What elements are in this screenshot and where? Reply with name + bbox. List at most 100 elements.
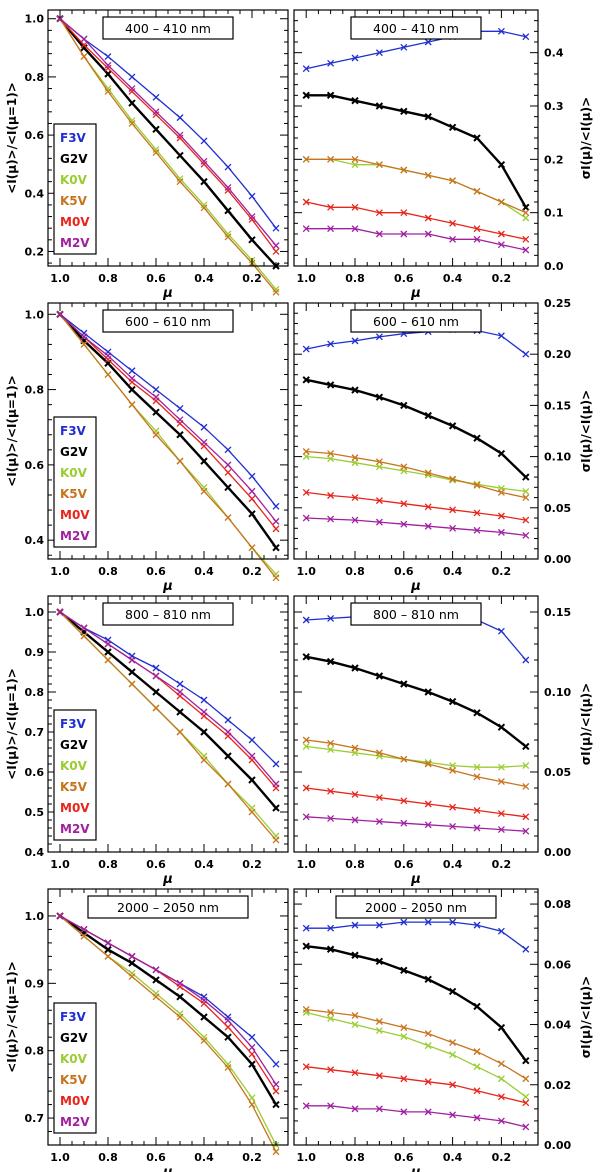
data-point [200, 157, 208, 165]
data-point [104, 640, 112, 648]
data-point [104, 85, 112, 93]
data-point [224, 446, 232, 454]
data-point [497, 927, 505, 935]
data-point [248, 510, 256, 518]
legend-entry-m2v: M2V [60, 1115, 90, 1129]
x-axis-title: μ [162, 872, 173, 887]
data-point [449, 506, 457, 514]
series-line [306, 201, 526, 240]
data-point [272, 242, 280, 250]
legend-entry-m0v: M0V [60, 1094, 90, 1108]
data-point [448, 987, 457, 996]
data-point [302, 376, 310, 384]
data-point [272, 1060, 280, 1068]
x-tick-label: 0.8 [98, 858, 118, 871]
data-point [497, 332, 505, 340]
data-point [128, 119, 136, 127]
x-tick-label: 0.2 [242, 272, 262, 285]
data-point [128, 85, 136, 93]
data-point [302, 488, 310, 496]
wavelength-label-box [350, 16, 482, 40]
data-point [248, 808, 256, 816]
x-tick-label: 0.8 [345, 272, 365, 285]
data-point [375, 957, 384, 965]
data-point [200, 696, 208, 704]
data-point [176, 178, 184, 186]
x-tick-label: 1.0 [50, 565, 70, 578]
data-point [351, 790, 359, 798]
x-tick-label: 0.6 [394, 272, 414, 285]
legend-box [53, 709, 97, 841]
data-point [449, 1081, 457, 1089]
data-point [104, 371, 112, 378]
series-m2v [302, 813, 530, 835]
data-point [302, 1063, 310, 1071]
legend-entry-k5v: K5V [60, 487, 88, 501]
data-point [497, 1117, 505, 1125]
data-point [176, 993, 184, 1001]
data-point [424, 1078, 432, 1086]
series-line [306, 921, 527, 950]
y-tick-label: 0.4 [544, 47, 564, 60]
data-point [400, 1108, 408, 1116]
data-point [351, 454, 359, 462]
y-tick-label: 0.15 [544, 399, 571, 412]
series-k0v [302, 1009, 530, 1101]
y-tick-label: 0.6 [25, 459, 45, 472]
x-tick-label: 1.0 [296, 565, 316, 578]
y-axis-title: σI(μ)/<I(μ)> [579, 390, 593, 472]
data-point [248, 1033, 256, 1041]
data-point [104, 53, 112, 61]
panel-4-left: 1.0 0.8 0.6 0.4 0.2 0.7 0.8 0.9 1.0 μ <I(μ)>/<I(μ=… [5, 888, 289, 1172]
series-k5v [302, 1006, 530, 1083]
series-line [59, 313, 277, 530]
data-point [56, 310, 64, 318]
legend-entry-m0v: M0V [60, 508, 90, 522]
data-point [473, 235, 481, 243]
data-point [400, 755, 408, 763]
data-point [176, 728, 184, 736]
y-tick-label: 0.3 [544, 100, 564, 113]
y-tick-label: 1.0 [25, 910, 45, 923]
y-tick-label: 0.25 [544, 297, 571, 310]
y-tick-label: 0.04 [544, 1019, 571, 1032]
data-point [522, 473, 530, 481]
data-point [327, 492, 335, 499]
data-point [448, 422, 457, 430]
data-point [473, 1002, 481, 1011]
data-point [375, 230, 383, 238]
data-point [351, 96, 359, 105]
series-line [306, 491, 526, 521]
legend-entry-m0v: M0V [60, 215, 90, 229]
series-line [306, 787, 526, 818]
wavelength-label-box [350, 602, 482, 626]
data-point [176, 114, 184, 122]
data-point [224, 230, 232, 238]
data-point [375, 1105, 383, 1113]
data-point [375, 672, 384, 680]
data-point [128, 973, 136, 981]
y-tick-label: 0.00 [544, 846, 571, 859]
data-point [473, 225, 481, 233]
data-point [200, 438, 208, 446]
data-point [200, 487, 208, 495]
data-point [176, 688, 184, 696]
series-line [59, 313, 277, 522]
data-point [272, 517, 280, 525]
data-point [351, 1012, 359, 1019]
data-point [56, 15, 64, 23]
x-axis-title: μ [410, 872, 421, 887]
data-point [104, 70, 112, 78]
wavelength-label: 2000 – 2050 nm [365, 900, 467, 915]
x-tick-label: 0.4 [443, 272, 463, 285]
legend-entry-k5v: K5V [60, 780, 88, 794]
data-point [448, 123, 457, 132]
x-tick-label: 0.6 [146, 1151, 166, 1164]
y-tick-label: 1.0 [25, 606, 45, 619]
data-point [522, 813, 530, 821]
data-point [497, 778, 505, 786]
y-tick-label: 0.8 [25, 71, 45, 84]
data-point [327, 1066, 335, 1074]
data-point [224, 752, 232, 760]
data-point [152, 146, 160, 154]
